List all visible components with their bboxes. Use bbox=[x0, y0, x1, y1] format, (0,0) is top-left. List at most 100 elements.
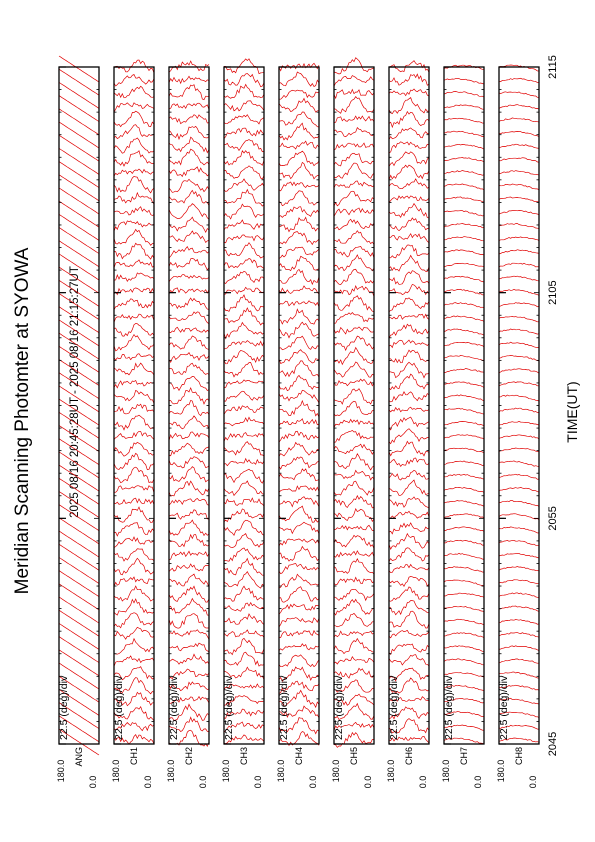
trace-line bbox=[388, 254, 430, 272]
trace-line bbox=[443, 143, 485, 150]
trace-line bbox=[223, 127, 265, 139]
y-min-label: 0.0 bbox=[528, 776, 538, 789]
trace-line bbox=[388, 297, 430, 312]
trace-line bbox=[498, 539, 539, 547]
trace-line bbox=[388, 195, 430, 203]
trace-line bbox=[168, 466, 210, 483]
trace-line bbox=[113, 612, 155, 629]
trace-line bbox=[58, 609, 100, 637]
trace-line bbox=[498, 289, 540, 296]
trace-line bbox=[278, 505, 320, 523]
y-min-label: 0.0 bbox=[253, 776, 263, 789]
trace-line bbox=[223, 683, 265, 690]
trace-line bbox=[498, 566, 540, 572]
trace-line bbox=[168, 203, 210, 220]
trace-line bbox=[278, 717, 320, 735]
panel-traces bbox=[443, 64, 485, 745]
trace-line bbox=[498, 91, 540, 98]
trace-line bbox=[333, 245, 375, 259]
trace-line bbox=[333, 285, 375, 297]
trace-line bbox=[113, 403, 155, 415]
trace-line bbox=[223, 242, 265, 259]
trace-line bbox=[113, 452, 155, 471]
scale-label: 22.5 (deg)/div bbox=[333, 675, 345, 740]
channel-label: CH3 bbox=[239, 747, 249, 765]
trace-line bbox=[58, 306, 100, 333]
trace-line bbox=[278, 563, 320, 575]
trace-line bbox=[168, 533, 210, 548]
trace-line bbox=[498, 658, 539, 664]
y-max-label: 180.0 bbox=[276, 760, 286, 783]
trace-line bbox=[58, 412, 100, 439]
trace-line bbox=[443, 170, 485, 176]
trace-line bbox=[333, 254, 375, 272]
trace-line bbox=[388, 440, 430, 457]
trace-line bbox=[58, 214, 100, 241]
trace-line bbox=[389, 349, 430, 364]
trace-line bbox=[333, 388, 375, 405]
trace-line bbox=[443, 698, 485, 704]
trace-line bbox=[498, 341, 540, 349]
panel-ch3: 180.0 0.0 CH3 22.5 (deg)/div bbox=[221, 58, 265, 789]
trace-line bbox=[498, 117, 540, 123]
scale-label: 22.5 (deg)/div bbox=[278, 675, 290, 740]
trace-line bbox=[443, 223, 485, 229]
trace-line bbox=[333, 115, 375, 123]
trace-line bbox=[498, 684, 540, 691]
trace-line bbox=[223, 695, 265, 706]
trace-line bbox=[333, 126, 375, 138]
trace-line bbox=[168, 75, 210, 85]
trace-line bbox=[58, 346, 100, 373]
trace-line bbox=[333, 335, 375, 352]
scale-label: 22.5 (deg)/div bbox=[388, 675, 400, 740]
trace-line bbox=[58, 293, 100, 320]
trace-line bbox=[333, 588, 375, 602]
trace-line bbox=[278, 308, 320, 325]
trace-line bbox=[278, 255, 320, 272]
trace-line bbox=[58, 728, 100, 756]
trace-line bbox=[443, 711, 485, 717]
trace-line bbox=[113, 414, 155, 431]
trace-line bbox=[498, 196, 540, 203]
panel-ch1: 180.0 0.0 CH1 22.5 (deg)/div bbox=[111, 59, 155, 788]
panel-traces bbox=[498, 64, 540, 743]
trace-line bbox=[113, 666, 155, 681]
panels-group: 180.0 0.0 ANG 22.5 (deg)/div 180.0 0.0 CH1 22.5… bbox=[56, 55, 540, 789]
trace-line bbox=[223, 234, 265, 244]
trace-line bbox=[58, 649, 100, 677]
trace-line bbox=[388, 654, 430, 667]
panel-traces bbox=[168, 60, 210, 748]
trace-line bbox=[278, 456, 320, 470]
panel-frame bbox=[333, 66, 375, 745]
trace-line bbox=[223, 519, 265, 537]
trace-line bbox=[443, 275, 485, 283]
trace-line bbox=[58, 517, 100, 545]
trace-line bbox=[443, 500, 485, 507]
trace-line bbox=[168, 376, 210, 392]
trace-line bbox=[333, 142, 375, 151]
trace-line bbox=[498, 737, 540, 743]
trace-line bbox=[278, 216, 320, 233]
trace-line bbox=[443, 368, 485, 373]
trace-line bbox=[333, 311, 375, 324]
trace-line bbox=[168, 136, 210, 154]
trace-line bbox=[58, 240, 100, 268]
trace-line bbox=[388, 313, 430, 320]
trace-line bbox=[113, 721, 155, 732]
trace-line bbox=[168, 189, 210, 206]
trace-line bbox=[58, 332, 100, 360]
trace-line bbox=[278, 643, 320, 651]
scale-label: 22.5 (deg)/div bbox=[498, 675, 510, 740]
trace-line bbox=[58, 596, 100, 624]
trace-line bbox=[498, 302, 540, 308]
trace-line bbox=[168, 509, 210, 520]
trace-line bbox=[168, 287, 210, 295]
trace-line bbox=[333, 207, 375, 217]
trace-line bbox=[333, 418, 375, 428]
channel-label: CH4 bbox=[294, 747, 304, 765]
trace-line bbox=[388, 406, 430, 413]
y-min-label: 0.0 bbox=[418, 776, 428, 789]
trace-line bbox=[388, 667, 430, 682]
trace-line bbox=[223, 585, 265, 602]
trace-line bbox=[113, 298, 155, 310]
